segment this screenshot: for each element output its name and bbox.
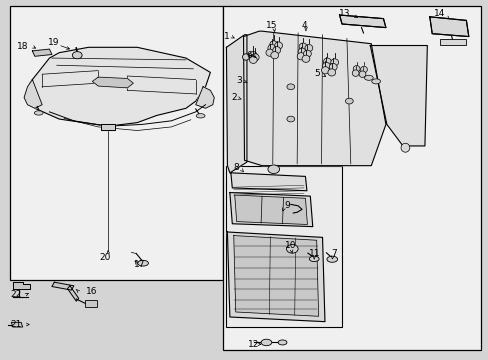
- Text: 16: 16: [86, 287, 98, 296]
- Text: 19: 19: [47, 38, 59, 47]
- Text: 1: 1: [223, 32, 229, 41]
- Ellipse shape: [267, 44, 275, 51]
- Circle shape: [286, 244, 298, 253]
- Text: 4: 4: [301, 21, 306, 30]
- Polygon shape: [101, 125, 115, 130]
- Ellipse shape: [270, 51, 278, 59]
- Polygon shape: [27, 47, 210, 126]
- Ellipse shape: [34, 111, 43, 115]
- Polygon shape: [226, 35, 246, 173]
- Ellipse shape: [327, 69, 335, 76]
- Text: 20: 20: [100, 253, 111, 262]
- Ellipse shape: [298, 48, 305, 55]
- Polygon shape: [24, 80, 42, 108]
- Ellipse shape: [303, 50, 311, 57]
- Text: 18: 18: [18, 42, 29, 51]
- Polygon shape: [32, 49, 52, 56]
- Ellipse shape: [400, 143, 409, 152]
- Ellipse shape: [321, 67, 329, 74]
- Ellipse shape: [249, 56, 257, 63]
- Ellipse shape: [351, 70, 358, 76]
- Text: 21: 21: [11, 320, 22, 329]
- Text: 6: 6: [246, 51, 252, 60]
- Text: 11: 11: [308, 249, 319, 258]
- Ellipse shape: [358, 71, 365, 77]
- Ellipse shape: [309, 256, 319, 262]
- Ellipse shape: [299, 43, 306, 50]
- Ellipse shape: [249, 51, 257, 59]
- Ellipse shape: [326, 256, 337, 262]
- Text: 12: 12: [247, 340, 259, 349]
- Ellipse shape: [251, 54, 259, 61]
- Text: 17: 17: [134, 260, 145, 269]
- Text: 10: 10: [285, 242, 296, 251]
- Polygon shape: [243, 31, 385, 166]
- Ellipse shape: [364, 75, 372, 80]
- Polygon shape: [429, 17, 468, 37]
- Polygon shape: [67, 286, 79, 301]
- Polygon shape: [13, 282, 30, 289]
- Polygon shape: [227, 232, 325, 321]
- Circle shape: [267, 165, 279, 174]
- Circle shape: [286, 116, 294, 122]
- Ellipse shape: [242, 54, 249, 60]
- Polygon shape: [229, 193, 312, 226]
- Text: 8: 8: [233, 163, 239, 172]
- Ellipse shape: [297, 53, 305, 60]
- Ellipse shape: [371, 79, 380, 84]
- Circle shape: [286, 84, 294, 90]
- Polygon shape: [234, 195, 307, 225]
- Polygon shape: [11, 322, 22, 327]
- Ellipse shape: [329, 63, 336, 71]
- Ellipse shape: [196, 114, 204, 118]
- Polygon shape: [230, 173, 306, 191]
- Ellipse shape: [330, 59, 338, 66]
- Ellipse shape: [352, 66, 359, 72]
- Ellipse shape: [272, 46, 280, 54]
- Polygon shape: [92, 77, 133, 88]
- Circle shape: [72, 51, 82, 59]
- Text: 22: 22: [11, 290, 22, 299]
- Ellipse shape: [138, 260, 148, 266]
- Bar: [225, 166, 341, 327]
- Circle shape: [345, 98, 352, 104]
- Polygon shape: [52, 282, 74, 290]
- Text: 14: 14: [433, 9, 444, 18]
- Polygon shape: [195, 87, 214, 108]
- Ellipse shape: [323, 58, 330, 65]
- Ellipse shape: [278, 340, 286, 345]
- Polygon shape: [369, 45, 427, 146]
- Ellipse shape: [360, 66, 366, 73]
- Text: 3: 3: [236, 76, 242, 85]
- Text: 5: 5: [314, 69, 320, 78]
- Bar: [439, 40, 466, 45]
- Text: 2: 2: [231, 93, 237, 102]
- Polygon shape: [233, 235, 318, 316]
- Ellipse shape: [274, 42, 282, 49]
- Text: 13: 13: [339, 9, 350, 18]
- Ellipse shape: [302, 55, 309, 62]
- Text: 9: 9: [284, 201, 290, 210]
- Ellipse shape: [322, 62, 330, 69]
- Ellipse shape: [261, 339, 271, 346]
- Bar: [10, 6, 222, 280]
- Ellipse shape: [265, 49, 273, 56]
- Ellipse shape: [269, 41, 277, 48]
- Text: 15: 15: [265, 21, 277, 30]
- Polygon shape: [339, 15, 385, 28]
- Text: 7: 7: [330, 249, 336, 258]
- Bar: [84, 300, 97, 307]
- Bar: [222, 6, 480, 350]
- Ellipse shape: [305, 44, 312, 51]
